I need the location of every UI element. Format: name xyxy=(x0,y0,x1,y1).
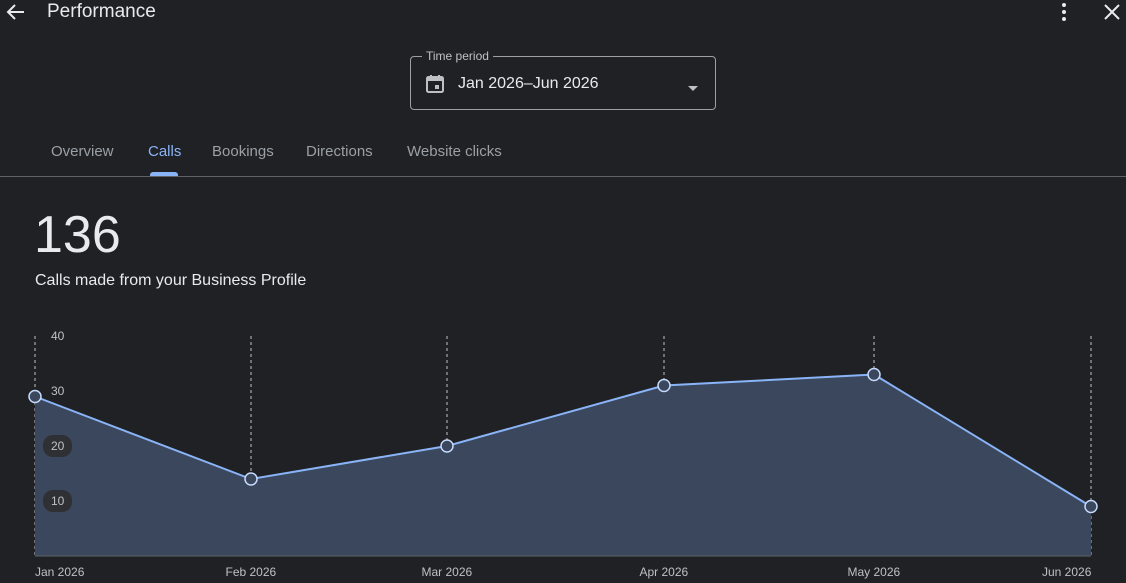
x-tick-label: Mar 2026 xyxy=(421,565,473,579)
header: Performance xyxy=(0,0,1126,26)
close-icon[interactable] xyxy=(1101,1,1123,23)
more-vert-icon[interactable] xyxy=(1053,1,1075,23)
dropdown-arrow-icon xyxy=(687,80,699,91)
data-point[interactable] xyxy=(28,389,42,404)
tab-website-clicks[interactable]: Website clicks xyxy=(407,143,502,160)
page-title: Performance xyxy=(47,1,156,22)
data-point[interactable] xyxy=(657,378,671,393)
tab-directions[interactable]: Directions xyxy=(306,143,373,160)
time-period-value: Jan 2026–Jun 2026 xyxy=(458,75,599,92)
x-tick-label: May 2026 xyxy=(847,565,901,579)
series-line xyxy=(34,373,1092,508)
data-point[interactable] xyxy=(440,439,454,453)
area-fill xyxy=(35,374,1091,556)
y-tick-label: 20 xyxy=(43,435,73,457)
calls-chart-svg xyxy=(28,336,1098,557)
calls-chart: 10 20 30 40 Jan 2026 Feb 2026 Mar 2026 Apr 2026… xyxy=(0,320,1126,583)
y-tick-label: 40 xyxy=(51,329,65,343)
tab-bar: Overview Calls Bookings Directions Websi… xyxy=(0,136,1126,177)
time-period-select[interactable]: Time period Jan 2026–Jun 2026 xyxy=(410,48,716,110)
tab-overview[interactable]: Overview xyxy=(51,143,114,160)
x-tick-label: Jan 2026 xyxy=(35,565,85,579)
active-tab-indicator xyxy=(150,172,178,176)
data-point[interactable] xyxy=(1084,499,1098,514)
y-tick-label: 10 xyxy=(43,490,73,512)
metric-label: Calls made from your Business Profile xyxy=(35,272,307,289)
data-point[interactable] xyxy=(244,472,258,486)
time-period-label: Time period xyxy=(422,48,493,64)
arrow-back-icon[interactable] xyxy=(5,1,27,23)
x-tick-label: Apr 2026 xyxy=(639,565,689,579)
x-tick-label: Jun 2026 xyxy=(1042,565,1092,579)
calendar-icon xyxy=(424,73,446,95)
metric-value: 136 xyxy=(34,206,121,264)
y-tick-label: 30 xyxy=(51,384,65,398)
x-tick-label: Feb 2026 xyxy=(225,565,277,579)
data-point[interactable] xyxy=(867,367,881,382)
tab-calls[interactable]: Calls xyxy=(148,143,182,160)
tab-bookings[interactable]: Bookings xyxy=(212,143,274,160)
